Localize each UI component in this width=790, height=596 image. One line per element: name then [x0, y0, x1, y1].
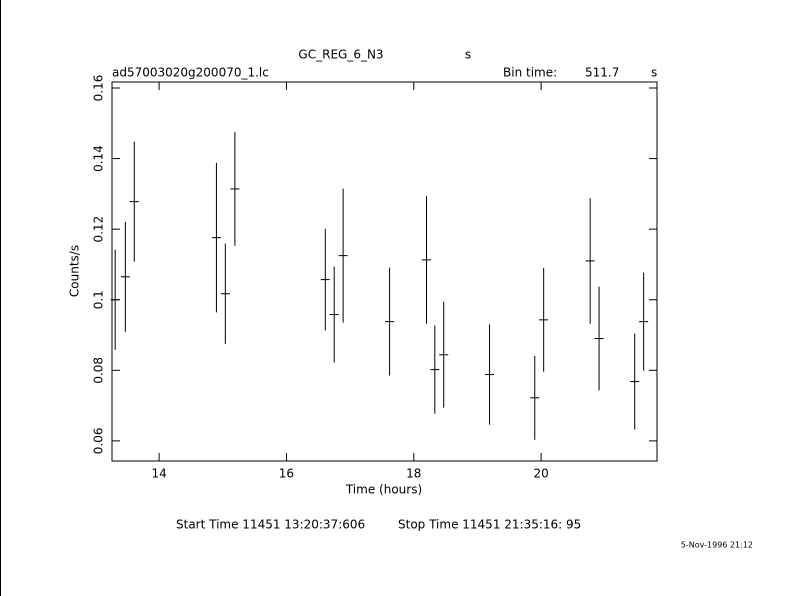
bin-time: 511.7 [585, 66, 619, 80]
y-tick-label: 0.08 [92, 357, 106, 384]
y-tick-label: 0.14 [92, 145, 106, 172]
title-unit: s [465, 48, 471, 62]
plot-frame [111, 81, 658, 462]
y-tick-label: 0.12 [92, 216, 106, 243]
y-axis-label: Counts/s [68, 245, 82, 297]
timestamp: 5-Nov-1996 21:12 [681, 541, 753, 550]
x-tick-label: 16 [279, 467, 294, 481]
chart-title: GC_REG_6_N3 [298, 48, 383, 62]
start-time: Start Time 11451 13:20:37:606 [176, 518, 365, 532]
x-tick-label: 14 [151, 467, 166, 481]
subtitle: ad57003020g200070_1.lc [112, 66, 269, 80]
y-tick-label: 0.06 [92, 428, 106, 455]
x-axis-label: Time (hours) [345, 483, 422, 497]
bin-time-label: Bin time: [503, 66, 557, 80]
y-tick-label: 0.1 [92, 290, 106, 309]
x-tick-label: 20 [533, 467, 548, 481]
x-tick-label: 18 [406, 467, 421, 481]
y-tick-label: 0.16 [92, 75, 106, 102]
bin-time-unit: s [651, 66, 657, 80]
stop-time: Stop Time 11451 21:35:16: 95 [398, 518, 581, 532]
